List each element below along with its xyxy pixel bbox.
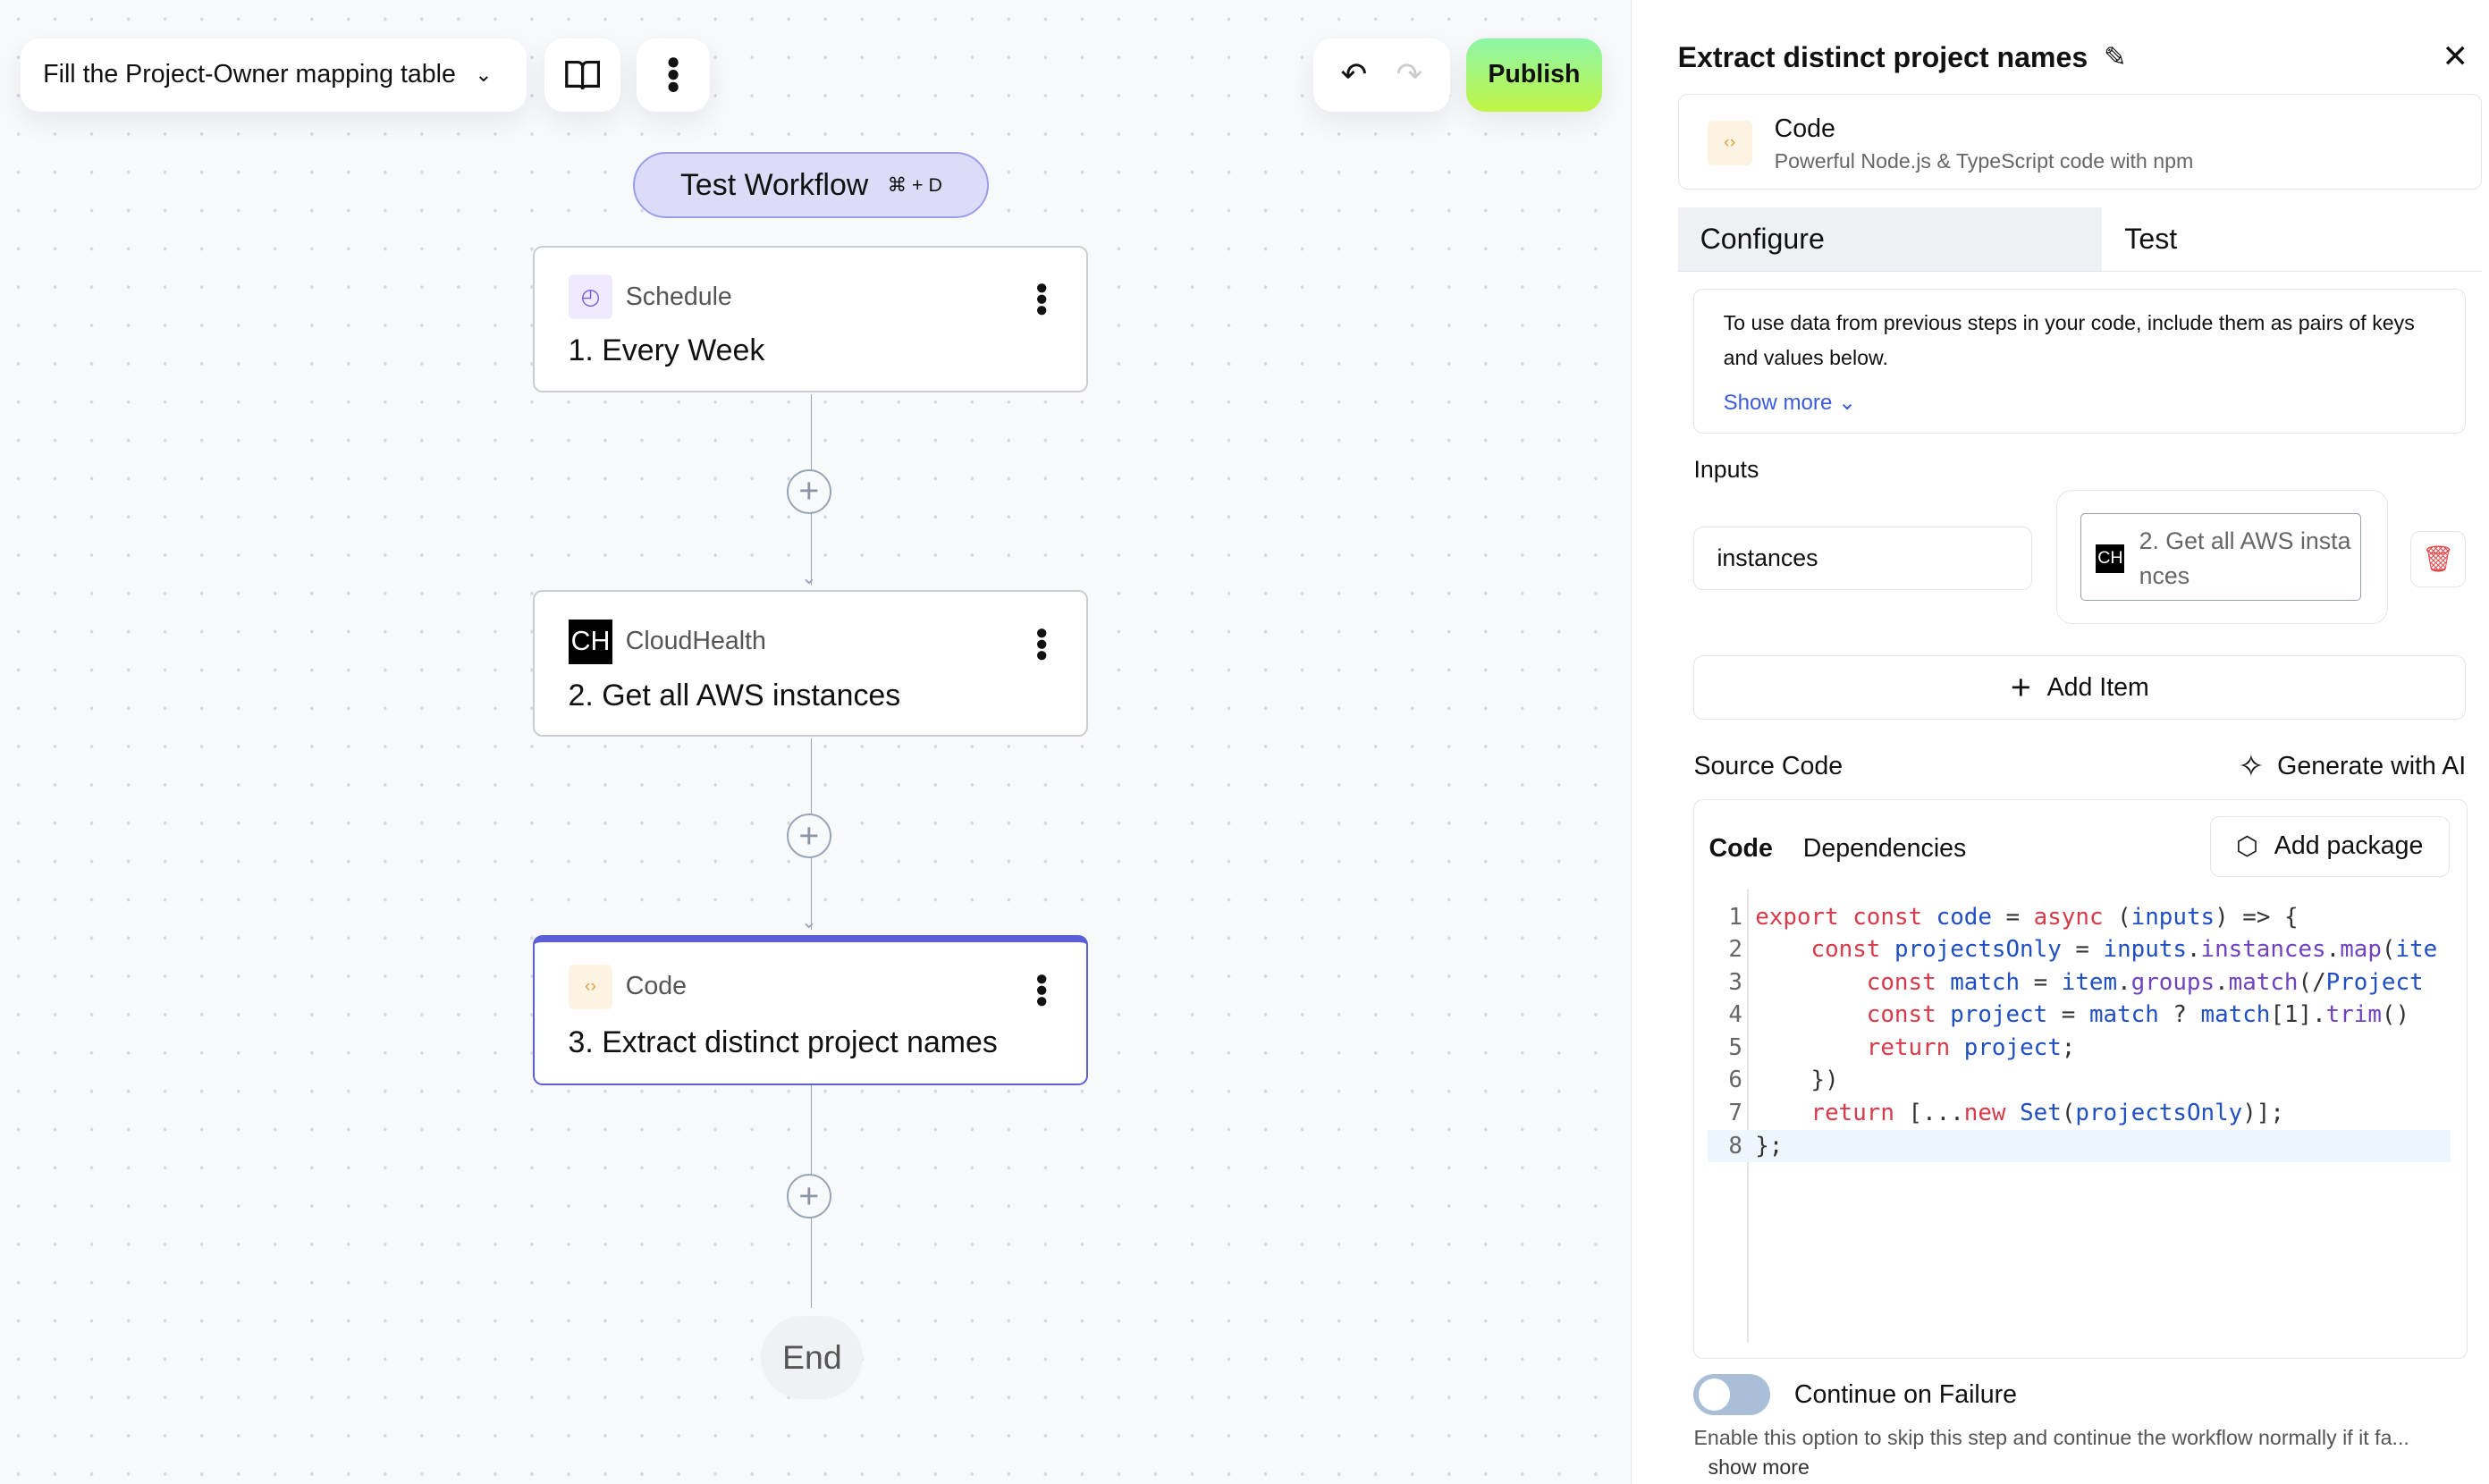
test-workflow-label: Test Workflow <box>679 167 869 202</box>
add-package-button[interactable]: ⬡ Add package <box>2209 815 2450 877</box>
node-title: 3. Extract distinct project names <box>568 1024 998 1059</box>
plus-icon: + <box>2010 667 2031 707</box>
kebab-icon: ••• <box>654 56 694 94</box>
arrow-down-icon: ⌄ <box>800 911 817 932</box>
input-value-field[interactable]: CH 2. Get all AWS instances <box>2080 512 2362 601</box>
workflow-node-cloudhealth[interactable]: CH CloudHealth 2. Get all AWS instances •… <box>533 590 1089 738</box>
code-line: 3 const match = item.groups.match(/Proje… <box>1728 968 2424 996</box>
chevron-down-icon: ⌄ <box>475 63 493 87</box>
clock-icon: ◴ <box>568 274 613 320</box>
show-more-link[interactable]: Show more ⌄ <box>1723 391 1857 416</box>
generate-ai-button[interactable]: ✧ Generate with AI <box>2237 747 2467 784</box>
sparkle-icon: ✧ <box>2237 747 2265 784</box>
code-line: 8}; <box>1707 1129 2451 1163</box>
continue-on-failure-label: Continue on Failure <box>1793 1379 2018 1409</box>
node-app: Schedule <box>625 282 732 311</box>
node-title: 1. Every Week <box>568 333 765 368</box>
show-more-link[interactable]: show more <box>1708 1454 1810 1479</box>
package-icon: ⬡ <box>2236 832 2258 862</box>
delete-input-button[interactable]: 🗑 <box>2409 531 2467 587</box>
pencil-icon[interactable]: ✎ <box>2104 43 2127 73</box>
step-settings-panel: Extract distinct project names ✎ ✕ ‹› Co… <box>1630 0 2489 1484</box>
continue-on-failure-toggle[interactable] <box>1693 1373 1771 1415</box>
add-step-button[interactable]: + <box>786 814 831 859</box>
code-line: 7 return [...new Set(projectsOnly)]; <box>1728 1099 2284 1126</box>
node-menu-icon[interactable]: ••• <box>1024 974 1060 1008</box>
add-step-button[interactable]: + <box>786 468 831 514</box>
close-icon[interactable]: ✕ <box>2442 38 2469 74</box>
source-code-label: Source Code <box>1693 751 1844 780</box>
input-value-wrapper: CH 2. Get all AWS instances <box>2055 489 2388 624</box>
input-key-field[interactable]: instances <box>1693 526 2032 591</box>
redo-icon[interactable]: ↷ <box>1396 56 1423 93</box>
node-menu-icon[interactable]: ••• <box>1024 627 1060 662</box>
test-workflow-button[interactable]: Test Workflow ⌘ + D <box>633 151 990 219</box>
tab-dependencies[interactable]: Dependencies <box>1802 833 1967 863</box>
app-description: Powerful Node.js & TypeScript code with … <box>1774 148 2194 173</box>
code-line: 4 const project = match ? match[1].trim(… <box>1728 1001 2410 1029</box>
step-title: Extract distinct project names <box>1677 41 2088 74</box>
code-icon: ‹› <box>568 964 613 1009</box>
add-step-button[interactable]: + <box>786 1174 831 1219</box>
code-icon: ‹› <box>1707 120 1752 165</box>
app-name: Code <box>1774 114 1835 143</box>
continue-description: Enable this option to skip this step and… <box>1693 1426 2409 1450</box>
end-node: End <box>761 1316 864 1400</box>
node-app: CloudHealth <box>625 627 766 656</box>
workflow-node-schedule[interactable]: ◴ Schedule 1. Every Week ••• <box>533 245 1089 392</box>
cloudhealth-logo: CH <box>568 619 613 664</box>
shortcut-hint: ⌘ + D <box>887 173 942 196</box>
code-line: 1 export const code = async (inputs) => { <box>1728 903 2299 931</box>
cloudhealth-logo: CH <box>2096 544 2125 573</box>
add-item-button[interactable]: + Add Item <box>1693 655 2467 720</box>
tab-configure[interactable]: Configure <box>1677 207 2103 272</box>
inputs-label: Inputs <box>1693 456 1759 484</box>
history-controls: ↶ ↷ <box>1312 38 1451 112</box>
info-text: To use data from previous steps in your … <box>1723 310 2415 370</box>
arrow-down-icon: ⌄ <box>800 566 817 588</box>
info-box: To use data from previous steps in your … <box>1693 289 2467 434</box>
trash-icon: 🗑 <box>2421 544 2455 574</box>
workflow-name-dropdown[interactable]: Fill the Project-Owner mapping table ⌄ <box>21 38 527 112</box>
code-line: 6 }) <box>1728 1067 1839 1094</box>
publish-button[interactable]: Publish <box>1466 38 1602 112</box>
tab-code[interactable]: Code <box>1709 833 1773 863</box>
code-line: 5 return project; <box>1728 1033 2076 1061</box>
undo-icon[interactable]: ↶ <box>1340 56 1368 93</box>
node-app: Code <box>625 972 687 1001</box>
workflow-name: Fill the Project-Owner mapping table <box>43 60 456 89</box>
code-editor[interactable]: 1 export const code = async (inputs) => {… <box>1707 901 2451 1163</box>
more-options-button[interactable]: ••• <box>637 38 711 112</box>
book-icon <box>564 60 600 90</box>
step-app-card: ‹› Code Powerful Node.js & TypeScript co… <box>1677 94 2483 190</box>
code-editor-card: Code Dependencies ⬡ Add package 1 export c… <box>1693 799 2468 1360</box>
workflow-canvas[interactable]: Fill the Project-Owner mapping table ⌄ •… <box>0 0 1631 1484</box>
workflow-node-code[interactable]: ‹› Code 3. Extract distinct project names… <box>533 934 1089 1085</box>
node-menu-icon[interactable]: ••• <box>1024 282 1060 316</box>
tab-test[interactable]: Test <box>2124 223 2178 256</box>
docs-button[interactable] <box>544 38 621 112</box>
node-title: 2. Get all AWS instances <box>568 678 901 712</box>
code-line: 2 const projectsOnly = inputs.instances.… <box>1728 936 2438 964</box>
